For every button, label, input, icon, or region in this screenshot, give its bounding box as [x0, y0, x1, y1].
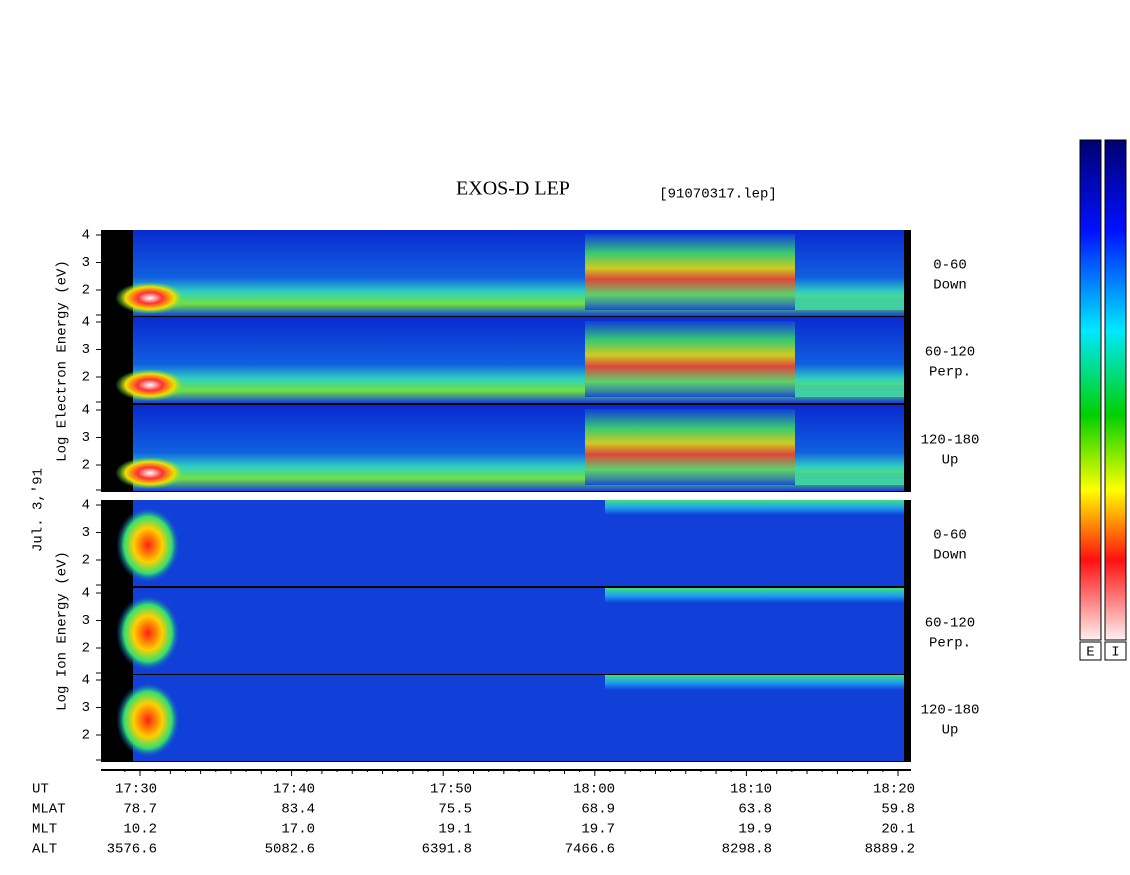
y-tick-label: 3 — [82, 700, 90, 716]
colorbar-e — [1079, 139, 1102, 641]
y-tick-label: 3 — [82, 525, 90, 541]
pitch-label: 120-180 — [921, 433, 980, 449]
colorbar-box — [1104, 641, 1127, 661]
row-value: 63.8 — [738, 802, 772, 818]
row-value: 18:10 — [730, 782, 772, 798]
row-value: 17.0 — [281, 822, 315, 838]
hot-region — [585, 409, 795, 485]
y-tick-label: 4 — [82, 673, 90, 689]
y-tick-label: 3 — [82, 342, 90, 358]
y-tick-label: 4 — [82, 315, 90, 331]
y-tick-label: 3 — [82, 430, 90, 446]
y-tick-label: 2 — [82, 283, 90, 299]
blob — [116, 507, 180, 583]
row-value: 19.1 — [438, 822, 472, 838]
y-tick-label: 3 — [82, 255, 90, 271]
direction-label: Down — [933, 548, 967, 564]
upper-band — [605, 675, 904, 705]
blob — [115, 369, 185, 401]
electron-axis-label: Log Electron Energy (eV) — [55, 260, 71, 462]
direction-label: Perp. — [929, 636, 971, 652]
tail — [795, 298, 904, 310]
time-ticks — [124, 770, 899, 776]
pitch-label: 0-60 — [933, 258, 967, 274]
row-value: 18:00 — [573, 782, 615, 798]
row-value: 19.9 — [738, 822, 772, 838]
row-value: 6391.8 — [422, 842, 472, 858]
blob — [116, 595, 180, 671]
y-tick-label: 2 — [82, 641, 90, 657]
tail — [795, 473, 904, 485]
hot-region — [585, 321, 795, 397]
row-value: 19.7 — [581, 822, 615, 838]
colorbar-label: E — [1086, 645, 1094, 661]
y-tick-label: 4 — [82, 498, 90, 514]
direction-label: Up — [942, 723, 959, 739]
title: EXOS-D LEP — [456, 178, 570, 200]
pitch-label: 120-180 — [921, 703, 980, 719]
direction-label: Down — [933, 278, 967, 294]
y-tick-label: 2 — [82, 553, 90, 569]
upper-band — [605, 500, 904, 530]
blob — [116, 682, 180, 758]
row-label: MLAT — [32, 802, 66, 818]
colorbars: E I — [1079, 139, 1127, 661]
y-tick-label: 4 — [82, 586, 90, 602]
tail — [795, 385, 904, 397]
ion-axis-label: Log Ion Energy (eV) — [55, 551, 71, 711]
pitch-label: 60-120 — [925, 616, 975, 632]
y-tick-label: 3 — [82, 613, 90, 629]
row-value: 8889.2 — [865, 842, 915, 858]
date-label: Jul. 3,'91 — [31, 468, 47, 552]
row-label: UT — [32, 782, 49, 798]
direction-label: Perp. — [929, 365, 971, 381]
row-value: 3576.6 — [107, 842, 157, 858]
row-value: 17:40 — [273, 782, 315, 798]
row-value: 83.4 — [281, 802, 315, 818]
y-tick-label: 4 — [82, 403, 90, 419]
row-value: 20.1 — [881, 822, 915, 838]
y-tick-label: 2 — [82, 458, 90, 474]
hot-region — [585, 234, 795, 310]
row-value: 59.8 — [881, 802, 915, 818]
blob — [115, 457, 185, 489]
row-value: 5082.6 — [265, 842, 315, 858]
direction-label: Up — [942, 453, 959, 469]
row-value: 7466.6 — [565, 842, 615, 858]
row-value: 68.9 — [581, 802, 615, 818]
row-value: 17:30 — [115, 782, 157, 798]
colorbar-i — [1104, 139, 1127, 641]
row-value: 75.5 — [438, 802, 472, 818]
file-name: [91070317.lep] — [659, 187, 777, 203]
pitch-label: 60-120 — [925, 345, 975, 361]
row-value: 10.2 — [123, 822, 157, 838]
y-tick-label: 4 — [82, 228, 90, 244]
colorbar-label: I — [1111, 645, 1119, 661]
row-value: 17:50 — [430, 782, 472, 798]
ephemeris: UT 17:30 17:40 17:50 18:00 18:10 18:20 MLAT 78.7… — [32, 782, 915, 858]
y-tick-label: 2 — [82, 370, 90, 386]
colorbar-box — [1079, 641, 1102, 661]
row-label: ALT — [32, 842, 57, 858]
pitch-label: 0-60 — [933, 528, 967, 544]
spectrograms: 4 3 2 0-60 Down 4 3 2 60-120 Perp. 4 3 2 120-180 Up 4 3 2… — [82, 228, 980, 762]
upper-band — [605, 588, 904, 618]
y-tick-label: 2 — [82, 728, 90, 744]
row-label: MLT — [32, 822, 57, 838]
row-value: 78.7 — [123, 802, 157, 818]
row-value: 8298.8 — [722, 842, 772, 858]
blob — [115, 282, 185, 314]
row-value: 18:20 — [873, 782, 915, 798]
